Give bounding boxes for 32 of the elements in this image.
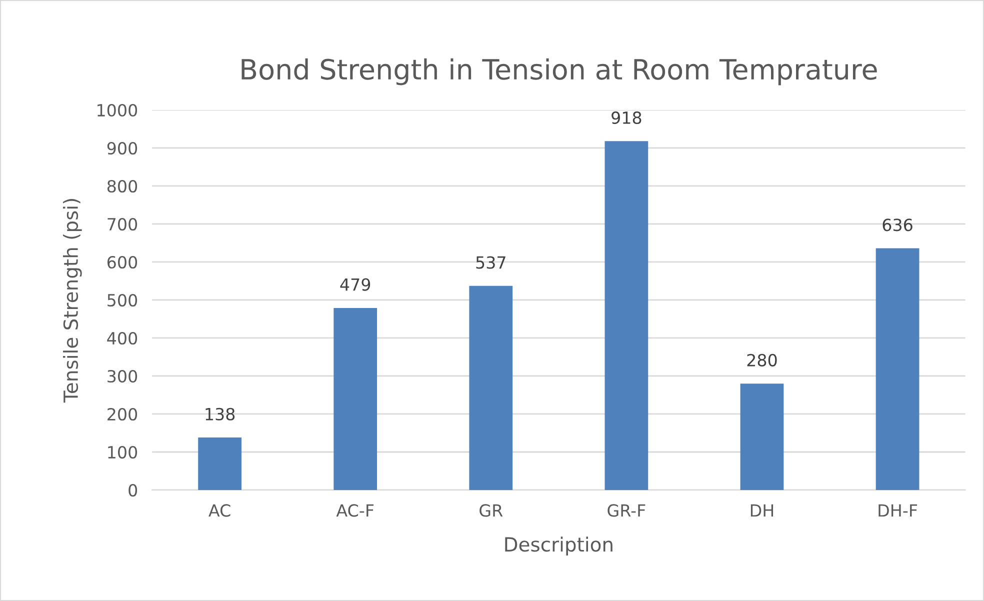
y-tick-label: 800 <box>107 180 138 193</box>
x-tick-label: AC-F <box>336 504 374 517</box>
bar <box>876 248 920 490</box>
data-label: 537 <box>476 256 506 269</box>
x-tick-label: GR <box>480 504 503 517</box>
y-tick-label: 300 <box>108 370 138 383</box>
y-tick-label: 500 <box>108 294 138 307</box>
y-tick-label: 400 <box>107 332 138 345</box>
x-tick-label: GR-F <box>608 504 646 517</box>
y-tick-label: 0 <box>128 484 138 497</box>
data-label: 280 <box>747 354 777 366</box>
data-label: 636 <box>882 218 912 232</box>
bar <box>740 384 784 490</box>
bar <box>198 438 242 490</box>
data-label: 479 <box>340 278 370 291</box>
x-axis-title: Description <box>505 536 612 556</box>
data-label: 138 <box>206 408 235 420</box>
x-tick-label: AC <box>208 504 230 517</box>
bar <box>334 308 378 490</box>
chart-title: Bond Strength in Tension at Room Temprature <box>242 58 877 86</box>
x-tick-label: DH-F <box>878 504 918 517</box>
y-tick-label: 700 <box>108 218 138 231</box>
data-label: 918 <box>612 111 642 124</box>
bar <box>469 286 513 490</box>
y-axis-title: Tensile Strength (psi) <box>63 199 82 403</box>
y-tick-label: 100 <box>108 446 138 459</box>
bar <box>604 141 648 490</box>
y-tick-label: 900 <box>107 142 138 155</box>
x-tick-label: DH <box>750 504 774 517</box>
y-tick-label: 600 <box>107 256 138 269</box>
y-tick-label: 200 <box>108 408 138 421</box>
y-tick-label: 1000 <box>98 104 138 117</box>
